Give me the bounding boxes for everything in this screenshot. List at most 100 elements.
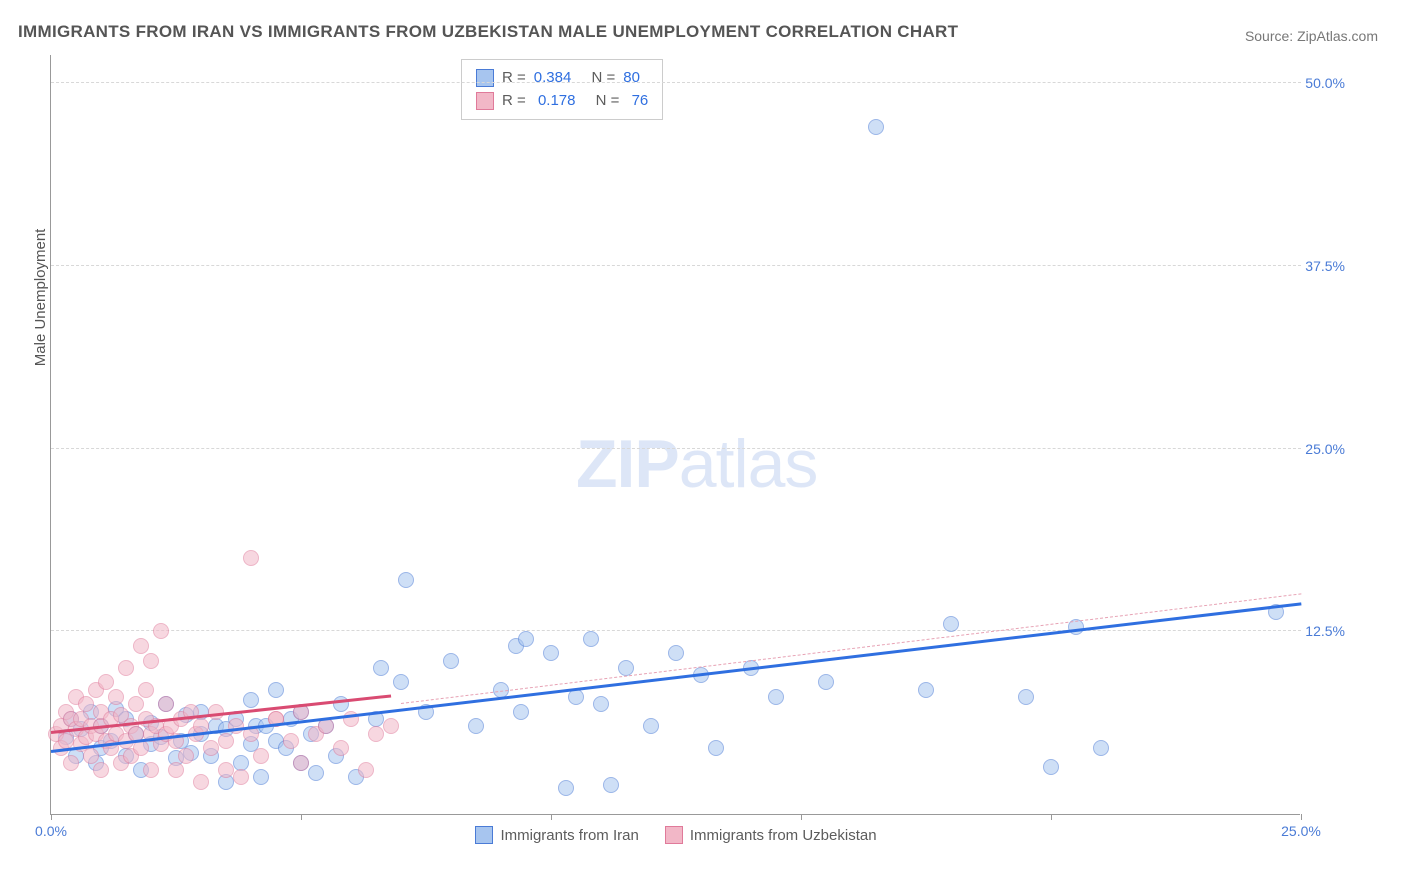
- legend-series: Immigrants from Iran Immigrants from Uzb…: [51, 826, 1301, 844]
- x-tick: [301, 814, 302, 820]
- r-value-uzbekistan: 0.178: [534, 90, 576, 113]
- scatter-point: [133, 638, 149, 654]
- scatter-point: [228, 718, 244, 734]
- scatter-point: [468, 718, 484, 734]
- n-label: N =: [596, 90, 620, 113]
- scatter-point: [218, 762, 234, 778]
- scatter-point: [593, 696, 609, 712]
- scatter-point: [708, 740, 724, 756]
- r-value-iran: 0.384: [534, 67, 572, 90]
- scatter-point: [218, 733, 234, 749]
- plot-area: Male Unemployment ZIPatlas R = 0.384 N =…: [50, 55, 1340, 835]
- scatter-point: [768, 689, 784, 705]
- scatter-point: [333, 740, 349, 756]
- scatter-point: [233, 755, 249, 771]
- legend-label-iran: Immigrants from Iran: [500, 827, 638, 844]
- scatter-point: [583, 631, 599, 647]
- x-tick: [551, 814, 552, 820]
- scatter-point: [1093, 740, 1109, 756]
- plot-inner: ZIPatlas R = 0.384 N = 80 R = 0.178 N = …: [50, 55, 1300, 815]
- scatter-point: [918, 682, 934, 698]
- r-label: R =: [502, 90, 526, 113]
- scatter-point: [393, 674, 409, 690]
- scatter-point: [243, 550, 259, 566]
- scatter-point: [128, 696, 144, 712]
- scatter-point: [268, 682, 284, 698]
- source-label: Source:: [1245, 28, 1293, 44]
- x-tick-label: 25.0%: [1281, 823, 1321, 839]
- gridline: [51, 630, 1301, 631]
- watermark-bold: ZIP: [576, 426, 679, 502]
- scatter-point: [358, 762, 374, 778]
- scatter-point: [138, 682, 154, 698]
- gridline: [51, 448, 1301, 449]
- x-tick: [801, 814, 802, 820]
- scatter-point: [398, 572, 414, 588]
- scatter-point: [203, 740, 219, 756]
- scatter-point: [178, 748, 194, 764]
- watermark: ZIPatlas: [576, 425, 817, 503]
- x-tick: [1051, 814, 1052, 820]
- regression-line: [401, 594, 1301, 705]
- scatter-point: [293, 755, 309, 771]
- n-label: N =: [591, 67, 615, 90]
- chart-title: IMMIGRANTS FROM IRAN VS IMMIGRANTS FROM …: [18, 22, 958, 42]
- scatter-point: [818, 674, 834, 690]
- scatter-point: [193, 774, 209, 790]
- scatter-point: [243, 692, 259, 708]
- y-tick-label: 12.5%: [1305, 623, 1345, 639]
- scatter-point: [78, 696, 94, 712]
- gridline: [51, 265, 1301, 266]
- legend-label-uzbekistan: Immigrants from Uzbekistan: [690, 827, 877, 844]
- legend-swatch-iran: [476, 69, 494, 87]
- x-tick-label: 0.0%: [35, 823, 67, 839]
- scatter-point: [308, 765, 324, 781]
- gridline: [51, 82, 1301, 83]
- y-tick-label: 50.0%: [1305, 75, 1345, 91]
- scatter-point: [98, 674, 114, 690]
- y-tick-label: 37.5%: [1305, 258, 1345, 274]
- scatter-point: [93, 762, 109, 778]
- watermark-light: atlas: [679, 426, 818, 502]
- scatter-point: [118, 660, 134, 676]
- scatter-point: [443, 653, 459, 669]
- scatter-point: [253, 769, 269, 785]
- scatter-point: [143, 762, 159, 778]
- scatter-point: [868, 119, 884, 135]
- legend-item-uzbekistan: Immigrants from Uzbekistan: [665, 826, 877, 844]
- scatter-point: [253, 748, 269, 764]
- source-attribution: Source: ZipAtlas.com: [1245, 28, 1378, 44]
- y-tick-label: 25.0%: [1305, 441, 1345, 457]
- legend-swatch-uzbekistan: [476, 92, 494, 110]
- scatter-point: [513, 704, 529, 720]
- scatter-point: [368, 726, 384, 742]
- scatter-point: [383, 718, 399, 734]
- y-axis-label: Male Unemployment: [32, 229, 49, 367]
- scatter-point: [153, 623, 169, 639]
- regression-line: [51, 602, 1301, 753]
- legend-swatch-uzbekistan-icon: [665, 826, 683, 844]
- scatter-point: [643, 718, 659, 734]
- scatter-point: [943, 616, 959, 632]
- x-tick: [1301, 814, 1302, 820]
- scatter-point: [63, 755, 79, 771]
- scatter-point: [108, 689, 124, 705]
- scatter-point: [143, 653, 159, 669]
- scatter-point: [283, 733, 299, 749]
- r-label: R =: [502, 67, 526, 90]
- n-value-uzbekistan: 76: [627, 90, 648, 113]
- source-value: ZipAtlas.com: [1297, 28, 1378, 44]
- legend-item-iran: Immigrants from Iran: [475, 826, 638, 844]
- x-tick: [51, 814, 52, 820]
- scatter-point: [668, 645, 684, 661]
- scatter-point: [558, 780, 574, 796]
- scatter-point: [158, 696, 174, 712]
- scatter-point: [518, 631, 534, 647]
- legend-swatch-iran-icon: [475, 826, 493, 844]
- scatter-point: [618, 660, 634, 676]
- scatter-point: [603, 777, 619, 793]
- legend-correlation: R = 0.384 N = 80 R = 0.178 N = 76: [461, 59, 663, 120]
- legend-row-uzbekistan: R = 0.178 N = 76: [476, 90, 648, 113]
- scatter-point: [543, 645, 559, 661]
- n-value-iran: 80: [623, 67, 640, 90]
